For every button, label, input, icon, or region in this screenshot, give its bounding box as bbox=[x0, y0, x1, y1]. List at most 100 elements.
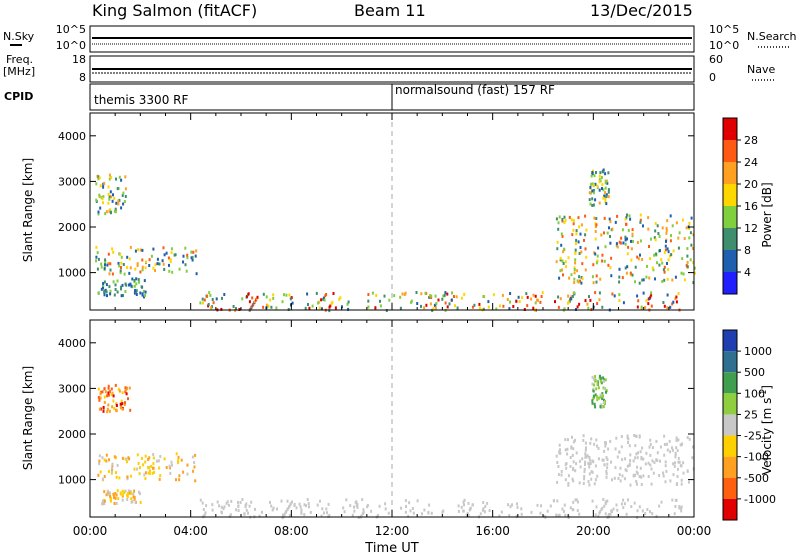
velocity-cell bbox=[248, 504, 251, 508]
power-cell bbox=[281, 300, 284, 304]
power-cell bbox=[143, 279, 146, 283]
velocity-cell bbox=[647, 461, 650, 465]
velocity-cell bbox=[182, 470, 185, 474]
power-cell bbox=[134, 249, 137, 253]
velocity-cell bbox=[97, 473, 100, 477]
velocity-cell bbox=[203, 513, 206, 517]
power-cell bbox=[329, 304, 332, 308]
velocity-cell bbox=[603, 387, 606, 391]
velocity-cell bbox=[147, 458, 150, 461]
power-cell bbox=[601, 305, 604, 309]
power-cell bbox=[182, 260, 184, 264]
power-cell bbox=[654, 238, 657, 242]
power-panel: 1000 2000 3000 4000 Slant Range [km] bbox=[21, 112, 696, 313]
power-cell bbox=[321, 307, 323, 311]
power-cell bbox=[117, 261, 120, 265]
power-cell bbox=[686, 254, 689, 258]
velocity-cell bbox=[628, 462, 631, 466]
power-cell bbox=[626, 213, 628, 217]
velocity-cell bbox=[205, 504, 208, 508]
velocity-cell bbox=[220, 505, 223, 509]
velocity-cell bbox=[663, 443, 666, 446]
velocity-cell bbox=[606, 466, 609, 470]
power-cell bbox=[584, 247, 587, 251]
power-cell bbox=[621, 276, 624, 280]
power-cell bbox=[165, 251, 168, 255]
power-cell bbox=[601, 253, 604, 257]
power-cell bbox=[663, 270, 666, 274]
velocity-cell bbox=[556, 461, 559, 464]
velocity-cell bbox=[175, 452, 178, 456]
power-cell bbox=[121, 194, 124, 197]
velocity-cell bbox=[597, 386, 600, 390]
velocity-cell bbox=[109, 496, 112, 500]
velocity-cell bbox=[121, 456, 124, 460]
velocity-cell bbox=[688, 437, 691, 441]
power-cell bbox=[420, 292, 423, 296]
velocity-cell bbox=[560, 473, 563, 477]
velocity-cell bbox=[566, 452, 569, 456]
velocity-cell bbox=[584, 453, 587, 457]
velocity-cell bbox=[572, 440, 575, 444]
power-cell bbox=[630, 258, 633, 262]
velocity-cell bbox=[570, 445, 573, 449]
power-cell bbox=[578, 302, 581, 306]
velocity-cell bbox=[662, 471, 665, 475]
power-cell bbox=[636, 294, 639, 298]
velocity-cell bbox=[601, 397, 604, 401]
velocity-cell bbox=[588, 456, 591, 459]
power-cell bbox=[557, 227, 560, 231]
power-cell bbox=[371, 291, 374, 295]
power-cell bbox=[686, 260, 689, 264]
power-ylabel: Slant Range [km] bbox=[21, 158, 35, 262]
velocity-cell bbox=[605, 499, 608, 503]
velocity-cell bbox=[121, 493, 124, 497]
power-cell bbox=[666, 247, 669, 251]
velocity-cell bbox=[124, 401, 126, 405]
velocity-cell bbox=[677, 456, 680, 460]
velocity-cell bbox=[123, 403, 126, 406]
power-cell bbox=[141, 258, 144, 262]
velocity-cell bbox=[462, 500, 465, 504]
power-cell bbox=[521, 296, 524, 300]
power-cell bbox=[102, 201, 104, 205]
velocity-cell bbox=[409, 509, 412, 513]
velocity-cell bbox=[169, 466, 171, 470]
power-cell bbox=[108, 272, 111, 276]
velocity-cell bbox=[321, 507, 324, 511]
power-cell bbox=[540, 295, 543, 298]
velocity-cell bbox=[635, 470, 638, 474]
power-cell bbox=[603, 231, 605, 235]
velocity-cell bbox=[404, 499, 407, 503]
nave-tick-top: 60 bbox=[709, 53, 723, 66]
power-cell bbox=[267, 304, 270, 308]
power-cell bbox=[133, 284, 136, 288]
power-cell bbox=[581, 262, 584, 266]
power-cell bbox=[634, 265, 637, 269]
power-cell bbox=[129, 282, 132, 286]
power-cell bbox=[104, 288, 107, 292]
power-cell bbox=[646, 264, 648, 268]
power-cell bbox=[604, 197, 607, 201]
velocity-cell bbox=[578, 512, 581, 516]
x-tick-labels: 00:00 04:00 08:00 12:00 16:00 20:00 00:00 bbox=[73, 524, 712, 538]
power-cell bbox=[111, 247, 114, 251]
velocity-cell bbox=[286, 499, 289, 503]
velocity-cell bbox=[291, 500, 293, 504]
power-cell bbox=[191, 255, 194, 259]
power-cell bbox=[681, 257, 684, 261]
power-cell bbox=[318, 306, 321, 310]
power-cell bbox=[577, 216, 580, 220]
power-cell bbox=[139, 291, 142, 295]
velocity-cell bbox=[211, 503, 214, 507]
nsky-strip: N.Sky 10^5 10^0 10^5 10^0 N.Search bbox=[3, 23, 797, 53]
power-cell bbox=[562, 273, 564, 277]
velocity-cell bbox=[152, 462, 155, 466]
power-colorbar-band bbox=[723, 118, 737, 140]
velocity-cell bbox=[508, 514, 511, 517]
velocity-cell bbox=[108, 390, 111, 394]
velocity-cell bbox=[594, 375, 597, 378]
power-cell bbox=[120, 255, 123, 259]
velocity-cell bbox=[605, 456, 608, 460]
